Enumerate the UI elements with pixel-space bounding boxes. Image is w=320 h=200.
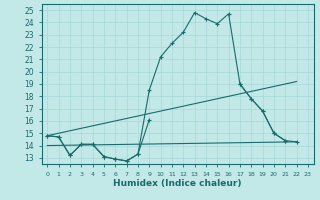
X-axis label: Humidex (Indice chaleur): Humidex (Indice chaleur) — [113, 179, 242, 188]
